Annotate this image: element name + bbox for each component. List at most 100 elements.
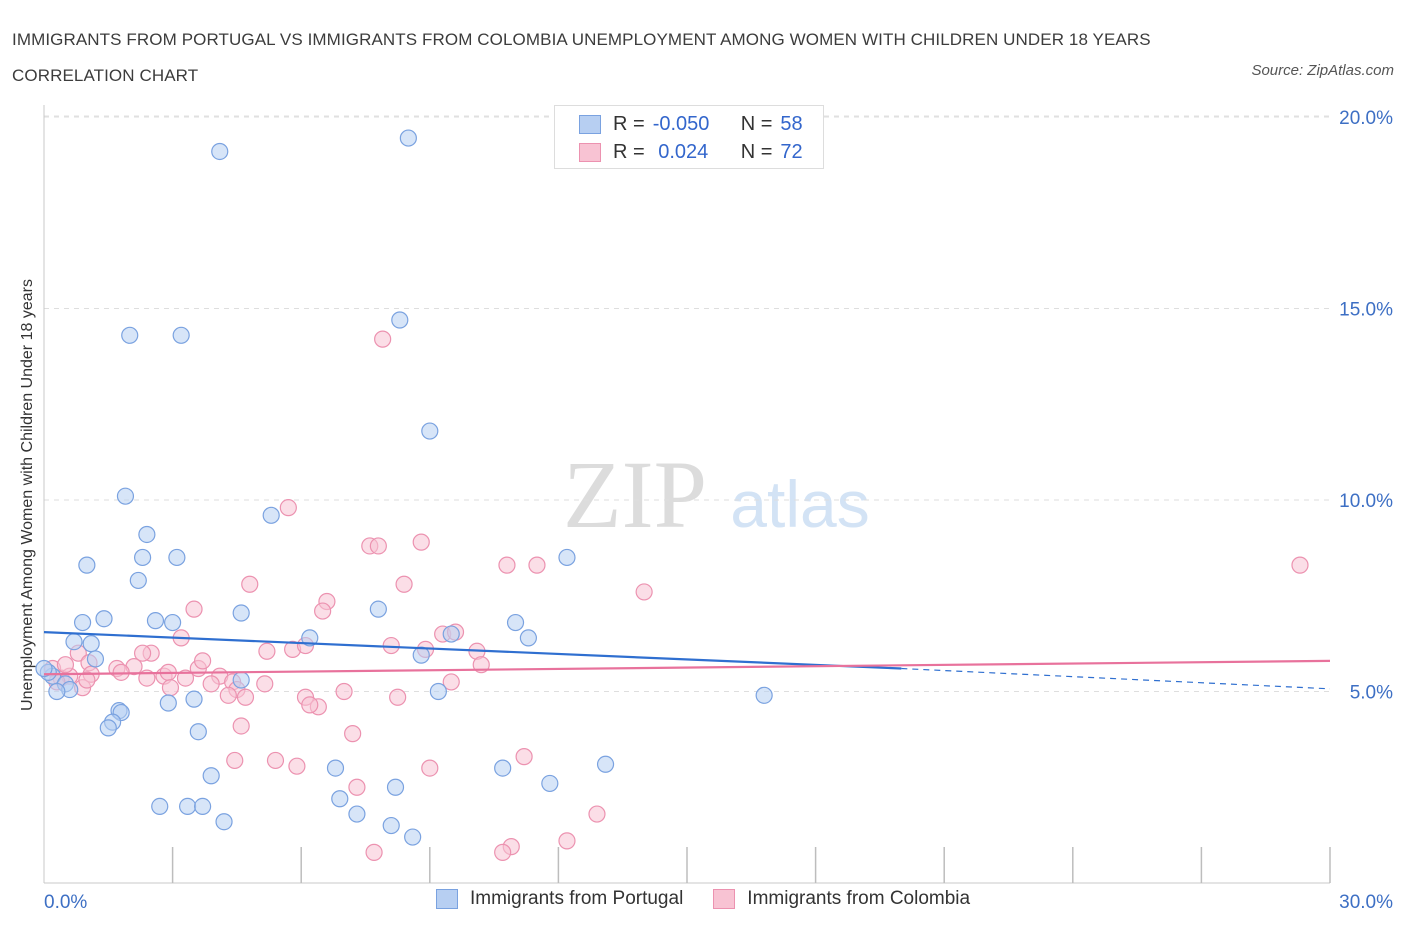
colombia-point xyxy=(185,600,203,618)
y-tick-label: 20.0% xyxy=(1339,108,1393,129)
legend-row-colombia: R = 0.024 N = 72 xyxy=(579,140,803,164)
colombia-point xyxy=(335,682,353,701)
colombia-point xyxy=(344,725,362,743)
colombia-point xyxy=(219,686,237,704)
colombia-point xyxy=(226,751,244,770)
portugal-point xyxy=(86,650,105,668)
portugal-point xyxy=(391,311,409,329)
colombia-point xyxy=(301,696,319,714)
colombia-point xyxy=(266,751,285,770)
portugal-trend-line xyxy=(43,631,902,670)
watermark: ZIP atlas xyxy=(563,441,870,548)
portugal-point xyxy=(35,659,53,678)
colombia-point xyxy=(176,669,195,687)
colombia-legend-label: Immigrants from Colombia xyxy=(747,888,971,909)
portugal-point xyxy=(596,755,615,773)
portugal-swatch xyxy=(436,889,458,909)
x-tick-label: 30.0% xyxy=(1339,892,1393,913)
colombia-r-value: 0.024 xyxy=(652,140,709,163)
colombia-swatch xyxy=(579,142,601,162)
portugal-point xyxy=(151,797,169,816)
portugal-point xyxy=(404,828,422,846)
portugal-point xyxy=(331,790,349,808)
colombia-point xyxy=(558,832,576,850)
colombia-point xyxy=(498,556,516,574)
portugal-point xyxy=(519,629,537,647)
portugal-point xyxy=(129,571,147,590)
portugal-point xyxy=(348,805,366,823)
portugal-point xyxy=(185,690,203,708)
portugal-point xyxy=(146,612,165,630)
colombia-point xyxy=(412,533,430,551)
colombia-point xyxy=(395,575,413,593)
colombia-point xyxy=(369,537,387,555)
portugal-point xyxy=(95,610,113,628)
colombia-point xyxy=(256,675,274,693)
colombia-point xyxy=(133,644,152,662)
portugal-point xyxy=(133,548,152,567)
portugal-point xyxy=(494,759,512,777)
portugal-point xyxy=(386,778,405,796)
portugal-point xyxy=(558,548,576,567)
portugal-point xyxy=(412,646,430,664)
colombia-point xyxy=(494,843,512,861)
portugal-point xyxy=(99,719,117,737)
watermark-zip: ZIP xyxy=(563,441,707,548)
colombia-point xyxy=(161,679,180,697)
colombia-point xyxy=(442,673,460,691)
r-label: R = xyxy=(613,140,645,163)
gridlines xyxy=(44,115,1330,692)
correlation-legend: R = -0.050 N = 58 R = 0.024 N = 72 xyxy=(554,105,824,169)
y-tick-label: 5.0% xyxy=(1350,683,1393,704)
colombia-point xyxy=(258,642,276,660)
watermark-atlas: atlas xyxy=(730,467,869,541)
y-axis-label: Unemployment Among Women with Children U… xyxy=(19,279,36,711)
r-label: R = xyxy=(613,112,645,135)
portugal-point xyxy=(301,629,319,647)
portugal-point xyxy=(232,671,250,689)
portugal-point xyxy=(179,797,197,816)
tick-labels: 5.0% 10.0% 15.0% 20.0% 0.0% 30.0% xyxy=(44,108,1393,913)
portugal-points xyxy=(35,129,773,846)
colombia-point xyxy=(421,759,439,777)
colombia-point xyxy=(1291,556,1309,574)
portugal-r-value: -0.050 xyxy=(652,112,710,135)
portugal-point xyxy=(202,767,220,785)
portugal-point xyxy=(78,556,96,574)
portugal-point xyxy=(194,797,212,816)
portugal-point xyxy=(541,774,559,793)
portugal-point xyxy=(159,694,177,712)
colombia-point xyxy=(194,652,212,670)
colombia-point xyxy=(236,688,255,706)
x-tick-label: 0.0% xyxy=(44,892,87,913)
trend-lines xyxy=(43,631,1331,690)
portugal-point xyxy=(326,759,345,777)
portugal-point xyxy=(262,506,280,524)
portugal-point xyxy=(506,613,525,632)
colombia-point xyxy=(635,583,653,601)
portugal-point xyxy=(382,816,400,835)
portugal-point xyxy=(168,548,186,567)
colombia-point xyxy=(56,656,75,674)
colombia-point xyxy=(374,330,392,348)
chart-title: IMMIGRANTS FROM PORTUGAL VS IMMIGRANTS F… xyxy=(12,30,1151,85)
colombia-point xyxy=(515,748,533,766)
y-tick-label: 10.0% xyxy=(1339,491,1393,512)
legend-item-portugal: Immigrants from Portugal xyxy=(436,888,683,910)
colombia-point xyxy=(588,805,606,823)
colombia-point xyxy=(202,675,220,693)
legend-item-colombia: Immigrants from Colombia xyxy=(713,888,970,910)
y-tick-label: 15.0% xyxy=(1339,300,1393,321)
colombia-point xyxy=(314,602,332,620)
colombia-point xyxy=(528,556,546,574)
portugal-point xyxy=(82,635,100,653)
series-legend: Immigrants from Portugal Immigrants from… xyxy=(436,888,1000,910)
colombia-points xyxy=(43,330,1309,861)
portugal-trend-extension xyxy=(901,667,1331,690)
colombia-point xyxy=(232,717,250,735)
colombia-n-value: 72 xyxy=(780,140,803,163)
portugal-legend-label: Immigrants from Portugal xyxy=(470,888,684,909)
portugal-point xyxy=(399,129,417,147)
portugal-point xyxy=(215,813,233,831)
colombia-point xyxy=(241,575,259,593)
